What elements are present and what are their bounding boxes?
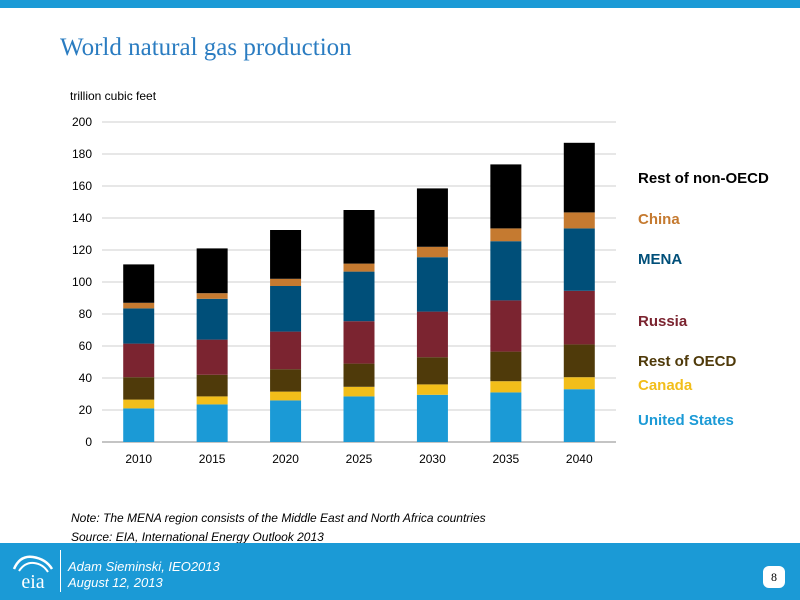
bar-segment-mena-2030 <box>416 257 448 312</box>
bar-segment-rest-of-non-oecd-2020 <box>270 230 302 279</box>
legend-russia: Russia <box>638 313 688 330</box>
bar-segment-rest-of-non-oecd-2030 <box>416 188 448 247</box>
legend-rest-of-non-oecd: Rest of non-OECD <box>638 170 769 187</box>
bar-segment-mena-2020 <box>270 286 302 332</box>
top-accent-bar <box>0 0 800 8</box>
legend-rest-of-oecd: Rest of OECD <box>638 353 737 370</box>
y-tick-label: 180 <box>72 147 92 161</box>
legend-canada: Canada <box>638 377 693 394</box>
bar-segment-russia-2040 <box>563 290 595 345</box>
bar-segment-russia-2025 <box>343 321 375 364</box>
bar-segment-china-2040 <box>563 212 595 229</box>
bar-segment-united-states-2015 <box>196 404 228 442</box>
legend-china: China <box>638 211 680 228</box>
y-tick-label: 120 <box>72 243 92 257</box>
y-tick-label: 60 <box>79 339 93 353</box>
bar-segment-mena-2035 <box>490 241 522 301</box>
bar-segment-china-2015 <box>196 293 228 299</box>
bar-segment-united-states-2040 <box>563 389 595 442</box>
footer-presenter: Adam Sieminski, IEO2013 <box>68 559 220 574</box>
bar-segment-canada-2010 <box>123 399 155 409</box>
y-tick-label: 140 <box>72 211 92 225</box>
bar-segment-canada-2030 <box>416 384 448 395</box>
bar-segment-rest-of-non-oecd-2015 <box>196 248 228 294</box>
bar-segment-russia-2010 <box>123 343 155 378</box>
bar-segment-mena-2040 <box>563 228 595 291</box>
bar-segment-mena-2015 <box>196 298 228 340</box>
bar-segment-canada-2015 <box>196 396 228 405</box>
y-tick-label: 200 <box>72 115 92 129</box>
bar-segment-rest-of-non-oecd-2010 <box>123 264 155 303</box>
bar-segment-rest-of-oecd-2035 <box>490 351 522 382</box>
y-tick-label: 0 <box>85 435 92 449</box>
logo-text: eia <box>21 571 44 593</box>
bar-segment-united-states-2020 <box>270 400 302 442</box>
bar-segment-canada-2025 <box>343 386 375 397</box>
bar-segment-russia-2030 <box>416 311 448 358</box>
y-tick-label: 20 <box>79 403 93 417</box>
bar-segment-rest-of-non-oecd-2025 <box>343 210 375 264</box>
x-tick-label: 2010 <box>125 452 152 466</box>
x-tick-label: 2030 <box>419 452 446 466</box>
y-tick-label: 40 <box>79 371 93 385</box>
x-tick-label: 2020 <box>272 452 299 466</box>
legend-united-states: United States <box>638 412 734 429</box>
bar-segment-china-2010 <box>123 302 155 309</box>
bar-segment-rest-of-oecd-2020 <box>270 369 302 392</box>
bar-segment-china-2030 <box>416 246 448 258</box>
bar-segment-united-states-2035 <box>490 392 522 442</box>
bar-segment-rest-of-oecd-2030 <box>416 357 448 385</box>
bar-segment-mena-2025 <box>343 271 375 322</box>
bar-segment-rest-of-oecd-2025 <box>343 363 375 387</box>
bar-segment-china-2020 <box>270 278 302 286</box>
bar-segment-united-states-2025 <box>343 396 375 442</box>
x-tick-label: 2025 <box>346 452 373 466</box>
page-number: 8 <box>763 566 785 588</box>
y-axis-unit-label: trillion cubic feet <box>70 89 157 103</box>
bar-segment-china-2025 <box>343 263 375 272</box>
eia-logo: eia <box>12 555 54 593</box>
bar-segment-russia-2020 <box>270 331 302 370</box>
y-tick-label: 160 <box>72 179 92 193</box>
source-text: Source: EIA, International Energy Outloo… <box>71 530 324 544</box>
footer-bar: eia Adam Sieminski, IEO2013 August 12, 2… <box>0 543 800 600</box>
slide-title: World natural gas production <box>60 34 352 61</box>
x-tick-label: 2040 <box>566 452 593 466</box>
bar-segment-canada-2040 <box>563 377 595 390</box>
y-tick-label: 100 <box>72 275 92 289</box>
bar-segment-russia-2035 <box>490 300 522 352</box>
x-tick-label: 2015 <box>199 452 226 466</box>
bar-segment-canada-2020 <box>270 391 302 401</box>
legend-mena: MENA <box>638 251 683 268</box>
bar-segment-canada-2035 <box>490 381 522 393</box>
note-text: Note: The MENA region consists of the Mi… <box>71 511 486 525</box>
bar-segment-united-states-2030 <box>416 394 448 442</box>
footer-divider <box>60 550 61 592</box>
bar-segment-rest-of-oecd-2010 <box>123 377 155 400</box>
bar-segment-rest-of-oecd-2040 <box>563 344 595 378</box>
bar-segment-mena-2010 <box>123 308 155 344</box>
bar-segment-rest-of-oecd-2015 <box>196 374 228 397</box>
bar-segment-united-states-2010 <box>123 408 155 442</box>
bar-segment-russia-2015 <box>196 339 228 375</box>
footer-date: August 12, 2013 <box>68 575 163 590</box>
y-tick-label: 80 <box>79 307 93 321</box>
x-tick-label: 2035 <box>493 452 520 466</box>
bar-segment-rest-of-non-oecd-2035 <box>490 164 522 229</box>
bar-segment-china-2035 <box>490 228 522 242</box>
bar-segment-rest-of-non-oecd-2040 <box>563 142 595 213</box>
